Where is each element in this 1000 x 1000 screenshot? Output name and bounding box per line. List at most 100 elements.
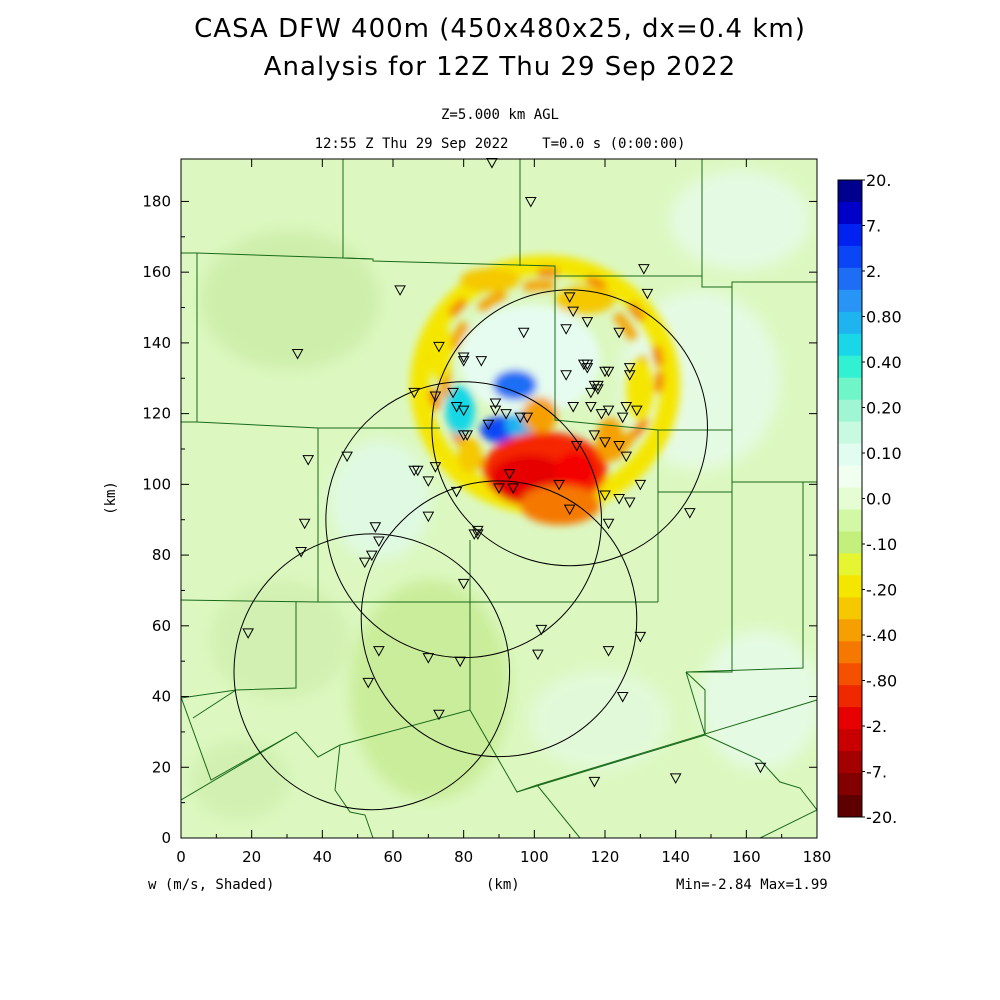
chart-title: CASA DFW 400m (450x480x25, dx=0.4 km) <box>194 14 806 44</box>
y-tick-label: 80 <box>152 546 171 564</box>
station-marker <box>641 288 654 300</box>
station-marker <box>433 341 445 353</box>
station-marker <box>507 483 519 494</box>
station-markers <box>242 158 767 788</box>
station-marker <box>602 518 615 530</box>
y-tick-label: 20 <box>152 758 171 776</box>
station-marker <box>588 430 601 441</box>
colorbar-swatch <box>838 619 862 642</box>
radar-ring <box>360 480 638 758</box>
colorbar-swatch <box>838 443 862 467</box>
x-axis-label: (km) <box>486 877 520 893</box>
field-label: w (m/s, Shaded) <box>148 877 275 893</box>
time-label: 12:55 Z Thu 29 Sep 2022 T=0.0 s (0:00:00… <box>314 136 686 152</box>
station-marker <box>302 455 315 466</box>
level-label: Z=5.000 km AGL <box>440 107 559 123</box>
station-marker <box>457 405 470 417</box>
station-marker <box>532 649 544 661</box>
station-marker <box>489 398 502 410</box>
station-marker <box>394 285 406 296</box>
y-tick-label: 140 <box>142 334 171 352</box>
chart-subtitle: Analysis for 12Z Thu 29 Sep 2022 <box>263 52 737 82</box>
station-marker <box>471 525 484 537</box>
station-marker <box>517 327 530 339</box>
colorbar-label: -.40 <box>866 626 897 645</box>
station-marker <box>471 529 484 540</box>
radar-ring <box>431 289 708 567</box>
county-boundaries <box>181 159 817 838</box>
station-marker <box>429 462 442 473</box>
station-marker <box>457 352 470 364</box>
station-marker <box>408 387 421 399</box>
colorbar-swatch <box>838 509 862 532</box>
y-tick-label: 100 <box>142 475 171 493</box>
colorbar-swatch <box>838 267 862 291</box>
station-marker <box>599 490 611 501</box>
station-marker <box>599 366 611 378</box>
colorbar-swatch <box>838 311 862 335</box>
station-marker <box>683 508 696 519</box>
colorbar-swatch <box>838 553 862 576</box>
station-marker <box>599 437 611 448</box>
station-marker <box>358 557 371 569</box>
x-axis: 0 20 40 60 80 100 120 140 160 180 <box>176 159 831 866</box>
y-tick-label: 160 <box>142 263 171 281</box>
station-marker <box>563 292 576 303</box>
colorbar-label: -.80 <box>866 672 897 691</box>
station-marker <box>503 469 516 480</box>
station-marker <box>369 522 382 533</box>
station-marker <box>298 518 311 530</box>
x-tick-label: 0 <box>176 848 186 866</box>
station-marker <box>577 359 590 371</box>
station-marker <box>634 631 647 643</box>
y-axis-label: (km) <box>102 481 119 515</box>
station-marker <box>638 264 650 275</box>
colorbar-swatch <box>838 201 862 225</box>
station-marker <box>620 402 633 413</box>
y-tick-label: 40 <box>152 688 171 706</box>
station-marker <box>242 628 254 639</box>
station-marker <box>563 504 576 516</box>
colorbar-label: -2. <box>866 717 887 736</box>
x-tick-label: 40 <box>313 848 332 866</box>
station-marker <box>457 578 470 590</box>
x-tick-label: 60 <box>383 848 402 866</box>
station-marker <box>454 656 466 668</box>
station-marker <box>422 653 435 664</box>
y-tick-label: 180 <box>142 192 171 210</box>
station-marker <box>373 536 385 547</box>
station-marker <box>341 451 353 463</box>
station-marker <box>581 363 594 374</box>
station-marker <box>553 479 565 491</box>
station-marker <box>521 412 534 424</box>
station-marker <box>475 356 488 367</box>
colorbar-label: 7. <box>866 217 881 236</box>
station-marker <box>450 486 463 498</box>
colorbar-swatch <box>838 377 862 401</box>
colorbar-label: -20. <box>866 808 897 827</box>
station-marker <box>482 419 495 431</box>
station-marker <box>422 476 435 487</box>
colorbar-swatch <box>838 355 862 379</box>
radar-ring <box>233 533 511 811</box>
y-tick-label: 60 <box>152 617 171 635</box>
station-marker <box>457 356 470 367</box>
station-marker <box>535 624 548 636</box>
station-marker <box>429 391 442 402</box>
station-marker <box>616 692 629 703</box>
colorbar-swatch <box>838 531 862 554</box>
station-marker <box>514 412 527 424</box>
station-marker <box>461 430 474 441</box>
colorbar-swatch <box>838 465 862 489</box>
colorbar-swatch <box>838 399 862 423</box>
colorbar-label: 0.20 <box>866 399 902 418</box>
y-tick-label: 0 <box>161 829 171 847</box>
station-marker <box>623 370 636 381</box>
colorbar-label: 0.40 <box>866 353 902 372</box>
colorbar-swatch <box>838 773 862 796</box>
station-marker <box>447 387 459 399</box>
station-marker <box>560 370 572 381</box>
colorbar-label: 20. <box>866 171 891 190</box>
station-marker <box>616 412 629 424</box>
station-marker <box>613 327 625 339</box>
